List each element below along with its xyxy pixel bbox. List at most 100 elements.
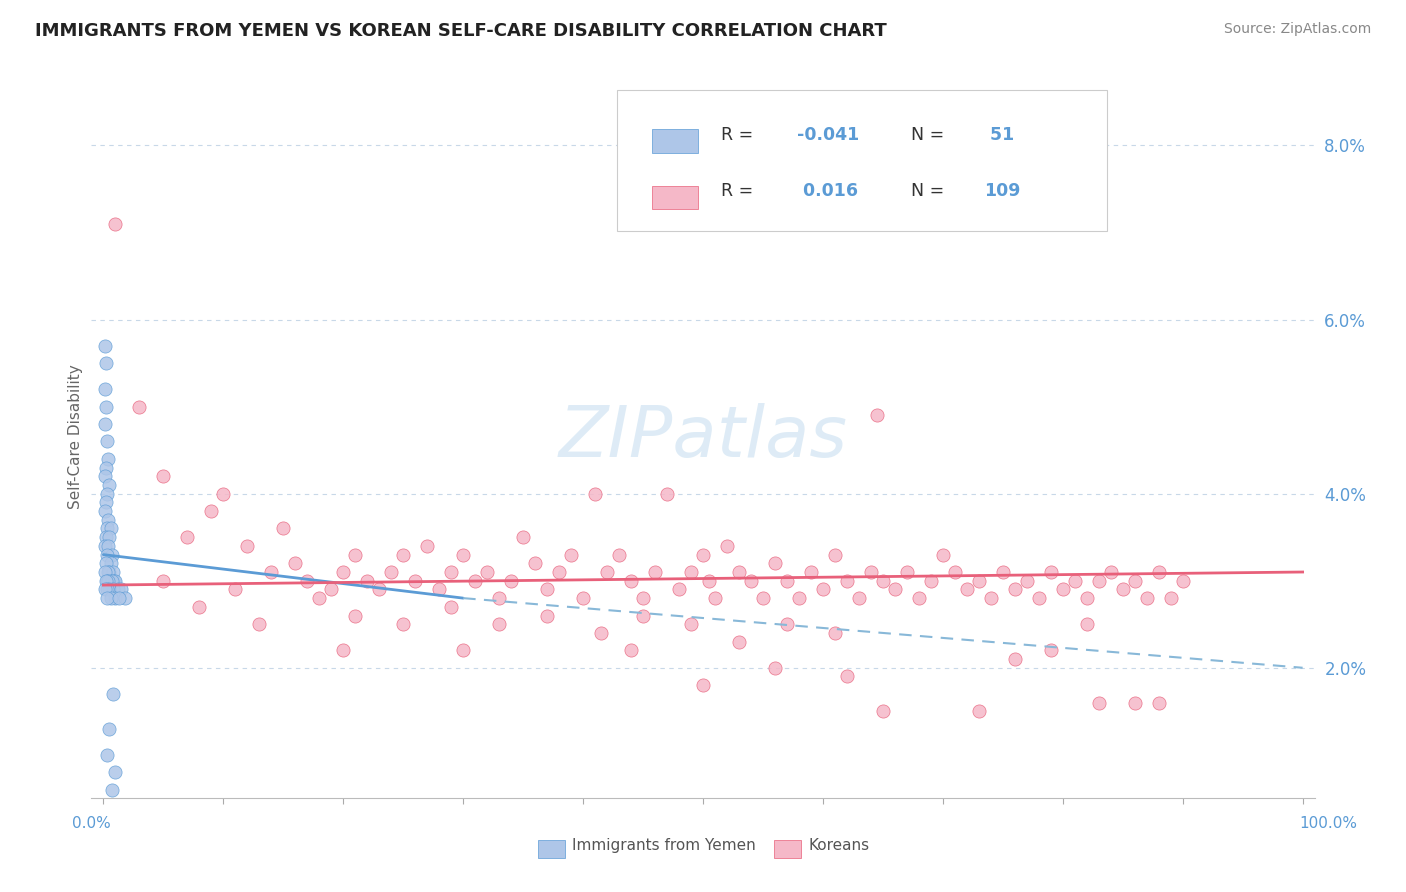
Point [104,217,127,231]
Point [93,469,115,483]
Point [101,582,124,597]
Point [501,574,523,588]
Point [100,574,122,588]
Point [188,599,211,614]
Point [943,565,966,579]
Point [97,574,120,588]
Point [1087,574,1109,588]
Point [98,582,121,597]
Point [103,574,125,588]
Point [224,582,246,597]
Point [440,565,463,579]
Point [631,608,654,623]
Point [94,400,117,414]
Point [94,530,117,544]
Point [866,409,889,423]
Point [536,582,558,597]
Point [560,548,582,562]
Point [763,661,786,675]
Point [1087,696,1109,710]
Point [824,548,846,562]
Text: R =: R = [721,126,759,145]
Point [451,548,474,562]
Point [1004,652,1026,666]
Point [93,565,115,579]
Point [848,591,870,606]
Text: Immigrants from Yemen: Immigrants from Yemen [572,838,756,853]
Point [104,591,127,606]
Point [94,495,117,509]
Point [98,565,121,579]
Point [98,530,121,544]
Point [596,565,619,579]
Point [859,565,882,579]
Point [356,574,378,588]
Point [97,513,120,527]
Text: ZIPatlas: ZIPatlas [558,402,848,472]
Point [697,574,720,588]
Point [93,382,115,396]
Point [344,608,367,623]
Point [392,617,415,632]
Point [97,565,120,579]
Point [679,617,702,632]
Point [787,591,810,606]
Point [1004,582,1026,597]
Point [883,582,905,597]
Point [835,574,858,588]
Point [716,539,738,553]
Point [108,591,131,606]
Text: -0.041: -0.041 [797,126,859,145]
Point [100,591,122,606]
Point [98,478,121,492]
Point [763,557,786,571]
Point [97,539,120,553]
Point [260,565,283,579]
Y-axis label: Self-Care Disability: Self-Care Disability [67,365,83,509]
Point [607,548,630,562]
Text: Koreans: Koreans [808,838,869,853]
Point [440,599,463,614]
Point [94,574,117,588]
Point [655,486,678,500]
Text: 0.016: 0.016 [797,183,858,201]
Point [512,530,534,544]
Text: IMMIGRANTS FROM YEMEN VS KOREAN SELF-CARE DISABILITY CORRELATION CHART: IMMIGRANTS FROM YEMEN VS KOREAN SELF-CAR… [35,22,887,40]
Text: Source: ZipAtlas.com: Source: ZipAtlas.com [1223,22,1371,37]
Point [93,582,115,597]
Point [991,565,1014,579]
Point [920,574,942,588]
Point [404,574,426,588]
Point [980,591,1002,606]
Point [98,722,121,736]
Text: 0.0%: 0.0% [72,816,111,831]
Point [488,617,510,632]
Text: N =: N = [911,183,949,201]
Point [104,574,127,588]
FancyBboxPatch shape [538,839,565,858]
Point [308,591,330,606]
Point [427,582,450,597]
FancyBboxPatch shape [773,839,801,858]
Point [110,582,132,597]
Point [96,434,118,449]
Point [956,582,979,597]
Point [380,565,402,579]
Point [1147,696,1170,710]
Point [464,574,486,588]
Point [572,591,595,606]
Point [321,582,343,597]
Point [94,557,117,571]
Point [776,574,799,588]
Point [96,747,118,762]
Point [800,565,823,579]
Point [152,574,174,588]
Point [908,591,931,606]
Point [297,574,319,588]
Point [101,782,124,797]
Point [284,557,307,571]
Point [96,486,118,500]
Point [967,704,990,718]
Point [392,548,415,562]
Text: 100.0%: 100.0% [1299,816,1358,831]
